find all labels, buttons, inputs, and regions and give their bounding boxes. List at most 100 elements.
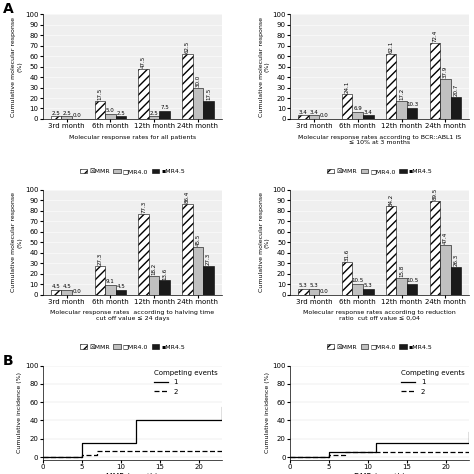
Bar xyxy=(61,116,72,119)
Text: 17.5: 17.5 xyxy=(97,88,102,100)
Legend: ☒MMR, □MR4.0, ▪MR4.5: ☒MMR, □MR4.0, ▪MR4.5 xyxy=(77,166,188,176)
Bar xyxy=(61,290,72,295)
Bar xyxy=(159,111,170,119)
Text: 6.9: 6.9 xyxy=(353,106,362,111)
Text: 10.5: 10.5 xyxy=(352,278,364,283)
Text: 13.6: 13.6 xyxy=(162,267,167,280)
1 xyxy=(326,450,332,456)
Bar xyxy=(342,262,353,295)
2 xyxy=(287,454,293,460)
1 xyxy=(334,450,339,456)
Text: 0.0: 0.0 xyxy=(73,289,82,294)
Text: 2.5: 2.5 xyxy=(117,110,125,116)
Text: 9.1: 9.1 xyxy=(106,279,115,284)
Bar xyxy=(363,115,374,119)
Bar xyxy=(182,204,193,295)
Bar xyxy=(298,115,309,119)
Bar xyxy=(396,278,407,295)
2 xyxy=(319,454,324,460)
Text: 10.3: 10.3 xyxy=(406,102,418,107)
1 xyxy=(466,429,472,435)
1 xyxy=(79,440,84,446)
Bar xyxy=(440,245,451,295)
2 xyxy=(40,454,46,460)
Text: 26.3: 26.3 xyxy=(453,254,458,266)
Text: 2.5: 2.5 xyxy=(62,110,71,116)
2 xyxy=(71,454,77,460)
Bar xyxy=(149,275,159,295)
Text: 17.2: 17.2 xyxy=(399,88,404,100)
Y-axis label: Cumulative incidence (%): Cumulative incidence (%) xyxy=(17,372,22,453)
2 xyxy=(87,452,92,458)
Bar xyxy=(105,285,116,295)
Text: 27.3: 27.3 xyxy=(97,253,102,265)
Text: 0.0: 0.0 xyxy=(320,289,329,294)
Text: 2.5: 2.5 xyxy=(52,110,61,116)
Y-axis label: Cumulative molecular response
(%): Cumulative molecular response (%) xyxy=(259,17,270,117)
X-axis label: Molecular response rates according to BCR::ABL1 IS
≤ 10% at 3 months: Molecular response rates according to BC… xyxy=(298,135,461,146)
Bar xyxy=(203,266,214,295)
Text: 86.4: 86.4 xyxy=(185,191,190,203)
2 xyxy=(219,448,225,454)
Text: 77.3: 77.3 xyxy=(141,201,146,213)
2 xyxy=(94,448,100,454)
Bar xyxy=(203,100,214,119)
2 xyxy=(466,450,472,456)
Text: 62.5: 62.5 xyxy=(185,40,190,53)
Bar xyxy=(105,114,116,119)
Legend: 1, 2: 1, 2 xyxy=(151,367,220,397)
Y-axis label: Cumulative molecular response
(%): Cumulative molecular response (%) xyxy=(11,192,22,292)
Text: 3.4: 3.4 xyxy=(310,109,319,115)
Y-axis label: Cumulative incidence (%): Cumulative incidence (%) xyxy=(264,372,270,453)
Bar xyxy=(116,116,126,119)
1 xyxy=(133,418,139,423)
Bar xyxy=(95,100,105,119)
1 xyxy=(319,454,324,460)
X-axis label: DMR (month): DMR (month) xyxy=(354,473,405,474)
X-axis label: Molecular response rates for all patients: Molecular response rates for all patient… xyxy=(69,135,196,140)
Text: B: B xyxy=(3,354,14,368)
Bar xyxy=(440,79,451,119)
Text: 24.1: 24.1 xyxy=(345,81,350,93)
Bar xyxy=(429,201,440,295)
Bar xyxy=(159,280,170,295)
Text: 37.9: 37.9 xyxy=(443,66,448,78)
Bar xyxy=(193,88,203,119)
Text: 5.3: 5.3 xyxy=(364,283,373,288)
X-axis label: Molecular response rates  according to halving time
cut off value ≤ 24 days: Molecular response rates according to ha… xyxy=(50,310,214,321)
Bar xyxy=(309,115,319,119)
Text: 5.3: 5.3 xyxy=(299,283,308,288)
Legend: ☒MMR, □MR4.0, ▪MR4.5: ☒MMR, □MR4.0, ▪MR4.5 xyxy=(324,166,435,176)
Bar xyxy=(95,266,105,295)
Bar xyxy=(451,267,461,295)
Bar xyxy=(116,290,126,295)
Legend: ☒MMR, □MR4.0, ▪MR4.5: ☒MMR, □MR4.0, ▪MR4.5 xyxy=(77,342,188,352)
1 xyxy=(287,454,293,460)
Bar xyxy=(353,283,363,295)
Text: 62.1: 62.1 xyxy=(389,41,393,53)
1 xyxy=(126,440,131,446)
Text: 4.5: 4.5 xyxy=(52,284,61,289)
Text: 47.4: 47.4 xyxy=(443,232,448,244)
Text: 84.2: 84.2 xyxy=(389,193,393,206)
Text: 5.0: 5.0 xyxy=(106,108,115,113)
Text: 0.0: 0.0 xyxy=(73,113,82,118)
1 xyxy=(365,450,371,456)
Text: 0.0: 0.0 xyxy=(320,113,329,118)
Bar xyxy=(407,283,417,295)
Text: 10.5: 10.5 xyxy=(406,278,418,283)
Text: 4.5: 4.5 xyxy=(62,284,71,289)
Bar xyxy=(363,289,374,295)
Text: 4.5: 4.5 xyxy=(117,284,125,289)
Bar xyxy=(309,289,319,295)
2 xyxy=(334,452,339,458)
2 xyxy=(342,450,347,456)
Bar xyxy=(138,69,149,119)
X-axis label: Molecular response rates according to reduction
ratio  cut off value ≤ 0,04: Molecular response rates according to re… xyxy=(303,310,456,321)
2 xyxy=(326,452,332,458)
Bar xyxy=(149,116,159,119)
Bar xyxy=(451,97,461,119)
Text: 30.0: 30.0 xyxy=(195,74,201,87)
1 xyxy=(373,440,379,446)
Bar xyxy=(386,206,396,295)
